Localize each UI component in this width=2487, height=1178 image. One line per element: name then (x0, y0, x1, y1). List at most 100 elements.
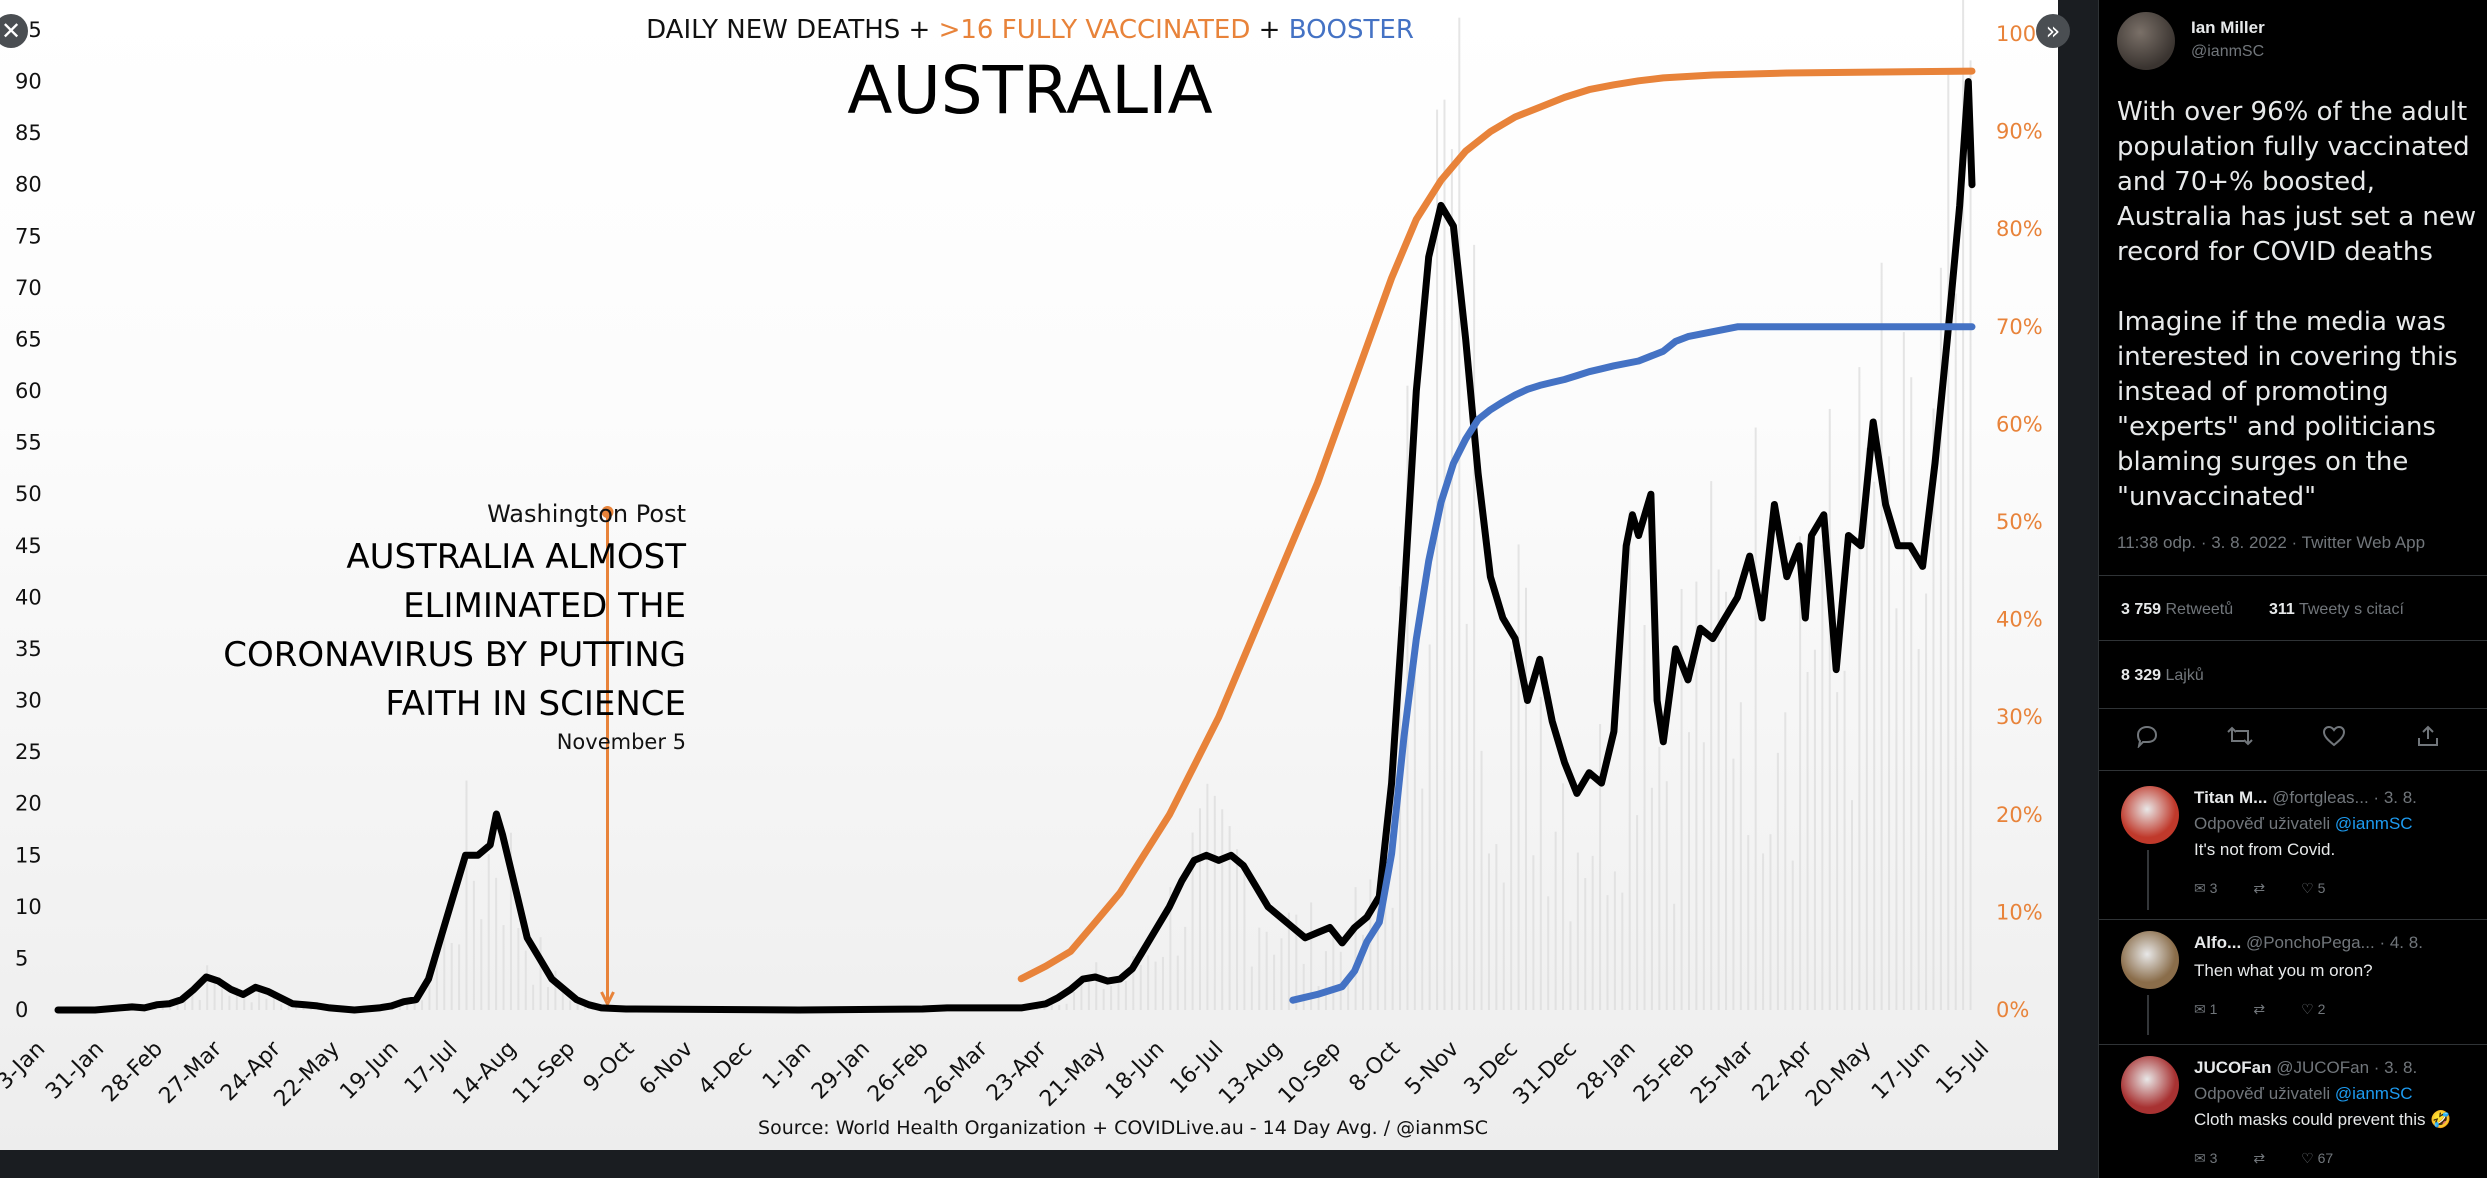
author-handle[interactable]: @ianmSC (2191, 43, 2265, 60)
daily-bar (1562, 783, 1565, 1010)
author-name[interactable]: Ian Miller (2191, 18, 2265, 37)
y-left-tick-label: 30 (15, 689, 42, 713)
double-chevron-right-icon[interactable]: » (2036, 14, 2070, 48)
retweet-icon[interactable]: ⇄ (2253, 1150, 2266, 1166)
daily-bar (1947, 72, 1950, 1011)
y-right-tick-label: 20% (1996, 803, 2043, 827)
daily-bar (213, 979, 216, 1010)
daily-bar (1917, 649, 1920, 1010)
daily-bar (1888, 456, 1891, 1011)
reply-icon[interactable] (2134, 724, 2160, 754)
daily-bar (435, 956, 438, 1010)
y-right-tick-label: 70% (1996, 315, 2043, 339)
x-tick-label: 26-Mar (920, 1036, 993, 1109)
x-tick-label: 8-Oct (1345, 1036, 1406, 1097)
daily-bar (280, 1003, 283, 1010)
daily-bar (272, 992, 275, 1010)
retweets-count: 3 759 (2121, 601, 2162, 618)
quotes-count: 311 (2269, 601, 2295, 618)
daily-bar (206, 965, 209, 1010)
daily-bar (1065, 1003, 1068, 1010)
daily-bar (1376, 900, 1379, 1010)
daily-bar (561, 990, 564, 1010)
daily-bar (569, 1000, 572, 1010)
avatar[interactable] (2121, 931, 2179, 989)
x-tick-label: 4-Dec (694, 1037, 757, 1100)
x-tick-label: 19-Jun (335, 1037, 403, 1105)
heart-icon[interactable]: ♡ 2 (2301, 1001, 2326, 1017)
daily-bar (1865, 447, 1868, 1010)
chart-subtitle: AUSTRALIA (847, 52, 1212, 129)
tweet-timestamp[interactable]: 11:38 odp. · 3. 8. 2022 · Twitter Web Ap… (2117, 533, 2426, 552)
reply-author-handle: @PonchoPega... · 4. 8. (2241, 933, 2423, 952)
daily-bar (532, 984, 535, 1010)
reply-author[interactable]: Titan M... @fortgleas... · 3. 8. (2194, 788, 2417, 808)
divider (2099, 919, 2487, 920)
quotes-stat[interactable]: 311 Tweety s citací (2269, 601, 2404, 619)
avatar[interactable] (2117, 12, 2175, 70)
daily-bar (191, 993, 194, 1010)
heart-icon[interactable]: ♡ 5 (2301, 880, 2326, 896)
retweet-icon[interactable] (2226, 724, 2254, 754)
reply-author-name: Alfo... (2194, 933, 2242, 952)
annotation-headline-line: FAITH IN SCIENCE (385, 684, 686, 724)
y-right-tick-label: 40% (1996, 608, 2043, 632)
reply-icon[interactable]: ✉ 1 (2194, 1001, 2218, 1017)
chart-title-part: DAILY NEW DEATHS + (646, 15, 939, 45)
reply-item[interactable]: JUCOFan @JUCOFan · 3. 8. Odpověď uživatel… (2099, 1050, 2487, 1178)
daily-bar (1799, 536, 1802, 1010)
retweet-icon[interactable]: ⇄ (2253, 1001, 2266, 1017)
reply-author-handle: @fortgleas... · 3. 8. (2267, 788, 2417, 807)
y-left-tick-label: 75 (15, 224, 42, 248)
reply-author[interactable]: Alfo... @PonchoPega... · 4. 8. (2194, 933, 2423, 953)
daily-bar (1843, 670, 1846, 1010)
y-left-tick-label: 5 (15, 946, 28, 970)
avatar[interactable] (2121, 786, 2179, 844)
divider (2099, 1044, 2487, 1045)
daily-bar (1954, 293, 1957, 1010)
replying-to-link[interactable]: @ianmSC (2334, 814, 2413, 833)
divider (2099, 708, 2487, 709)
retweets-stat[interactable]: 3 759 Retweetů (2121, 601, 2233, 619)
close-icon[interactable]: ✕ (0, 14, 28, 48)
daily-bar (517, 928, 520, 1010)
reply-icon[interactable]: ✉ 3 (2194, 880, 2218, 896)
share-icon[interactable] (2415, 724, 2441, 754)
retweet-icon[interactable]: ⇄ (2253, 880, 2266, 896)
replying-to-link[interactable]: @ianmSC (2334, 1084, 2413, 1103)
heart-icon[interactable]: ♡ 67 (2301, 1150, 2334, 1166)
daily-bar (1925, 593, 1928, 1010)
daily-bar (1428, 644, 1431, 1010)
daily-bar (1547, 896, 1550, 1010)
annotation-dot (601, 506, 614, 518)
annotation-arrow (600, 991, 615, 1008)
daily-bar (1813, 649, 1816, 1010)
daily-bar (1910, 377, 1913, 1011)
daily-bar (1725, 591, 1728, 1010)
daily-bar (198, 999, 201, 1010)
reply-icon[interactable]: ✉ 3 (2194, 1150, 2218, 1166)
daily-bar (584, 1004, 587, 1010)
reply-item[interactable]: Titan M... @fortgleas... · 3. 8. Odpověď … (2099, 780, 2487, 910)
annotation-source: Washington Post (487, 500, 686, 528)
daily-bar (1606, 895, 1609, 1010)
daily-bar (1502, 882, 1505, 1010)
chart-title-part: BOOSTER (1289, 15, 1414, 45)
daily-bar (1554, 831, 1557, 1010)
likes-stat[interactable]: 8 329 Lajků (2121, 667, 2204, 685)
daily-bar (1176, 955, 1179, 1010)
daily-bar (1413, 653, 1416, 1010)
x-tick-label: 10-Sep (1274, 1037, 1346, 1109)
reply-item[interactable]: Alfo... @PonchoPega... · 4. 8. Then what … (2099, 925, 2487, 1055)
reply-author[interactable]: JUCOFan @JUCOFan · 3. 8. (2194, 1058, 2417, 1078)
daily-bar (1339, 951, 1342, 1010)
daily-bar (1658, 746, 1661, 1010)
daily-bar (487, 854, 490, 1010)
daily-bar (1850, 800, 1853, 1010)
heart-icon[interactable] (2321, 724, 2347, 754)
x-tick-label: 18-Jun (1101, 1037, 1169, 1105)
avatar[interactable] (2121, 1056, 2179, 1114)
annotation-headline-line: CORONAVIRUS BY PUTTING (223, 635, 686, 675)
reply-actions: ✉ 1 ⇄ ♡ 2 (2194, 1001, 2361, 1018)
daily-bar (1095, 962, 1098, 1010)
